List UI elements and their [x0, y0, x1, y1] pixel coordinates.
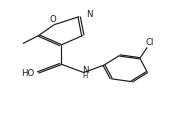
Text: HO: HO [21, 68, 34, 77]
Text: Cl: Cl [146, 37, 154, 46]
Text: H: H [83, 72, 88, 78]
Text: O: O [49, 15, 56, 24]
Text: N: N [86, 10, 93, 19]
Text: N: N [82, 65, 89, 74]
